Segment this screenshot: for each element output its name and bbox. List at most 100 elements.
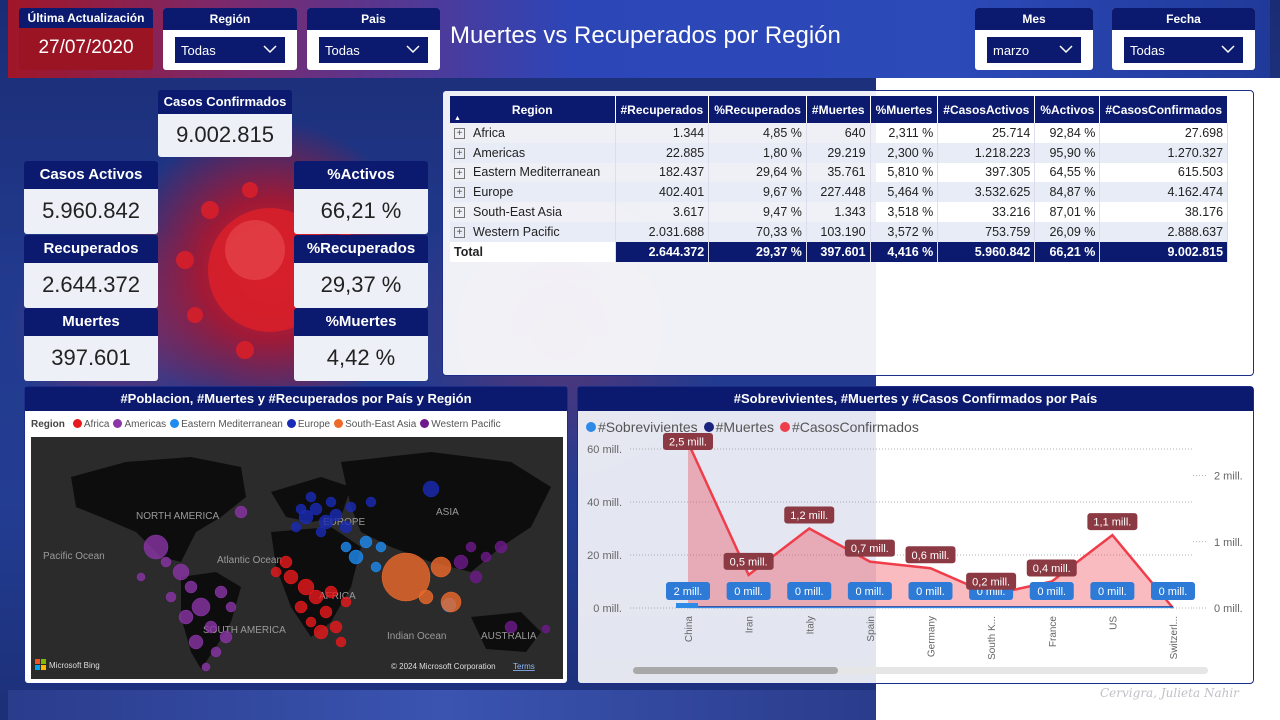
map-bubble[interactable] (309, 502, 323, 516)
map-bubble[interactable] (381, 552, 431, 602)
column-header-pct-activos[interactable]: %Activos (1034, 96, 1101, 123)
map-bubble[interactable] (422, 480, 440, 498)
map-bubble[interactable] (279, 555, 293, 569)
chart-legend-item[interactable]: #CasosConfirmados (779, 419, 919, 435)
map-bubble[interactable] (430, 556, 452, 578)
map-bubble[interactable] (172, 563, 190, 581)
legend-item[interactable]: South-East Asia (345, 419, 417, 430)
table-row[interactable]: + Eastern Mediterranean 182.437 29,64 % 35.7… (450, 162, 1229, 183)
map-bubble[interactable] (329, 620, 343, 634)
legend-item[interactable]: Africa (83, 419, 110, 430)
column-header-region[interactable]: Region ▲ (450, 96, 616, 123)
map-bubble[interactable] (465, 541, 477, 553)
map-bubble[interactable] (324, 585, 338, 599)
map-bubble[interactable] (160, 556, 172, 568)
map-bubble[interactable] (348, 549, 364, 565)
column-header-pct-recuperados[interactable]: %Recuperados (708, 96, 807, 123)
table-cell: 5,810 % (870, 162, 939, 183)
legend-item[interactable]: Americas (124, 419, 167, 430)
map-bubble[interactable] (318, 514, 334, 530)
map-bubble[interactable] (480, 551, 492, 563)
legend-item[interactable]: Europe (297, 419, 331, 430)
map-bubble[interactable] (370, 561, 382, 573)
map-bubble[interactable] (365, 496, 377, 508)
table-row[interactable]: + Western Pacific 2.031.688 70,33 % 103.190 3… (450, 221, 1229, 242)
map-panel: #Poblacion, #Muertes y #Recuperados por … (24, 386, 568, 684)
mes-dropdown[interactable]: marzo (987, 37, 1081, 63)
expand-icon[interactable]: + (454, 187, 465, 199)
map-bubble[interactable] (541, 624, 551, 634)
column-header-casos-confirmados[interactable]: #CasosConfirmados (1099, 96, 1229, 123)
expand-icon[interactable]: + (454, 227, 465, 239)
map-bubble[interactable] (305, 616, 317, 628)
x-tick-label: Italy (805, 616, 816, 634)
map-bubble[interactable] (270, 566, 282, 578)
map-bubble[interactable] (234, 505, 248, 519)
expand-icon[interactable]: + (454, 147, 465, 159)
map-bubble[interactable] (184, 580, 198, 594)
kpi-label: Recuperados (24, 235, 158, 263)
table-row[interactable]: + Africa 1.344 4,85 % 640 2,311 % 25.714 92,84 … (450, 123, 1229, 143)
map-bubble[interactable] (469, 570, 483, 584)
world-map[interactable]: NORTH AMERICAEUROPEASIAPacific OceanAtla… (31, 437, 563, 679)
map-bubble[interactable] (191, 597, 211, 617)
expand-icon[interactable]: + (454, 167, 465, 179)
map-bubble[interactable] (359, 535, 373, 549)
map-bubble[interactable] (283, 569, 299, 585)
map-bubble[interactable] (295, 503, 307, 515)
map-bubble[interactable] (204, 620, 218, 634)
map-bubble[interactable] (290, 521, 302, 533)
expand-icon[interactable]: + (454, 128, 465, 140)
map-bubble[interactable] (178, 609, 194, 625)
region-dropdown[interactable]: Todas (175, 37, 285, 63)
map-bubble[interactable] (210, 646, 222, 658)
scrollbar-thumb[interactable] (633, 667, 838, 674)
column-header-recuperados[interactable]: #Recuperados (615, 96, 710, 123)
map-bubble[interactable] (345, 501, 357, 513)
map-bubble[interactable] (165, 591, 177, 603)
map-bubble[interactable] (340, 596, 352, 608)
expand-icon[interactable]: + (454, 207, 465, 219)
table-row[interactable]: + Europe 402.401 9,67 % 227.448 5,464 % 3.532.… (450, 182, 1229, 203)
map-bubble[interactable] (313, 624, 329, 640)
map-bubble[interactable] (418, 589, 434, 605)
map-bubble[interactable] (225, 601, 237, 613)
chart-legend-item[interactable]: #Muertes (703, 419, 774, 435)
column-header-casos-activos[interactable]: #CasosActivos (937, 96, 1036, 123)
map-bubble[interactable] (339, 520, 353, 534)
column-header-muertes[interactable]: #Muertes (806, 96, 871, 123)
table-cell: 35.761 (806, 162, 871, 183)
map-bubble[interactable] (329, 508, 343, 522)
table-row[interactable]: + South-East Asia 3.617 9,47 % 1.343 3,518 % 3… (450, 202, 1229, 222)
map-bubble[interactable] (143, 534, 169, 560)
table-row[interactable]: + Americas 22.885 1,80 % 29.219 2,300 % 1.218.… (450, 142, 1229, 163)
map-bubble[interactable] (504, 620, 518, 634)
map-bubble[interactable] (319, 605, 333, 619)
map-bubble[interactable] (453, 554, 469, 570)
legend-item[interactable]: Western Pacific (431, 419, 501, 430)
map-bubble[interactable] (136, 572, 146, 582)
map-bubble[interactable] (308, 589, 324, 605)
map-bubble[interactable] (494, 540, 508, 554)
legend-item[interactable]: Eastern Mediterranean (181, 419, 283, 430)
map-bubble[interactable] (214, 585, 228, 599)
map-bubble[interactable] (294, 600, 308, 614)
chart-legend-item[interactable]: #Sobrevivientes (586, 419, 698, 435)
map-bubble[interactable] (375, 541, 387, 553)
map-bubble[interactable] (340, 541, 352, 553)
map-bubble[interactable] (297, 578, 315, 596)
map-bubble[interactable] (305, 491, 317, 503)
total-cell: 29,37 % (708, 241, 807, 262)
map-bubble[interactable] (201, 662, 211, 672)
map-terms-link[interactable]: Terms (513, 662, 535, 671)
map-bubble[interactable] (325, 496, 337, 508)
column-header-pct-muertes[interactable]: %Muertes (870, 96, 939, 123)
map-bubble[interactable] (219, 630, 233, 644)
map-bubble[interactable] (315, 526, 327, 538)
map-bubble[interactable] (188, 634, 204, 650)
fecha-dropdown[interactable]: Todas (1124, 37, 1243, 63)
map-bubble[interactable] (440, 591, 462, 613)
pais-dropdown[interactable]: Todas (319, 37, 428, 63)
map-bubble[interactable] (335, 636, 347, 648)
table-cell: 92,84 % (1034, 123, 1101, 143)
